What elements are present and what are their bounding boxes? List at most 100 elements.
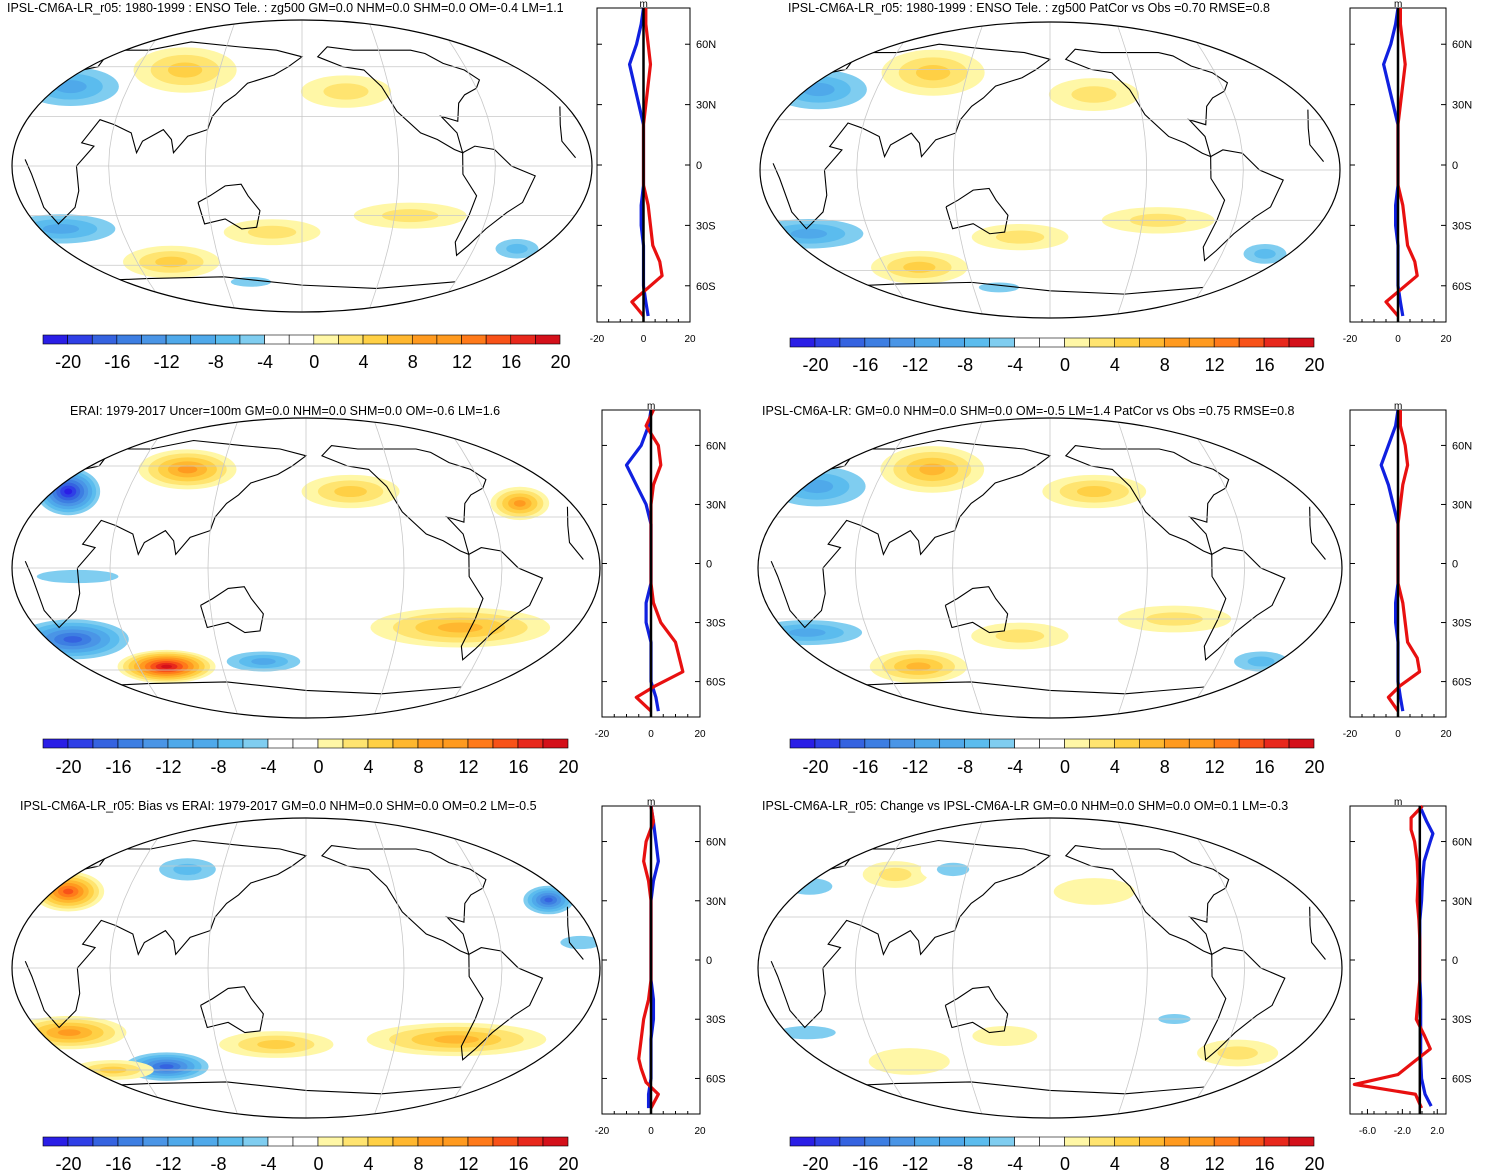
anomaly-patch xyxy=(1217,1046,1258,1060)
colorbar-label: -16 xyxy=(852,1154,878,1171)
colorbar-box xyxy=(1014,337,1040,348)
colorbar-box xyxy=(914,738,941,749)
value-label: -6.0 xyxy=(1359,1126,1377,1137)
colorbar-box xyxy=(42,738,69,749)
colorbar-box xyxy=(442,738,469,749)
anomaly-patch xyxy=(1071,86,1117,103)
coastline xyxy=(197,183,261,230)
coastline xyxy=(200,586,264,634)
obs-profile-line xyxy=(624,409,660,712)
panel-model-patcor: IPSL-CM6A-LR_r05: 1980-1999 : ENSO Tele.… xyxy=(746,0,1491,390)
colorbar-box xyxy=(167,1136,194,1147)
longitude-gridline xyxy=(207,418,241,718)
lat-label: 30S xyxy=(696,220,716,232)
anomaly-patch xyxy=(323,83,369,100)
model-profile-line xyxy=(630,8,664,317)
colorbar-box xyxy=(116,334,142,345)
longitude-gridline xyxy=(1180,22,1244,318)
panel-title: IPSL-CM6A-LR_r05: 1980-1999 : ENSO Tele.… xyxy=(788,1,1270,15)
colorbar-label: -8 xyxy=(957,757,973,777)
colorbar-box xyxy=(392,738,419,749)
value-label: 2.0 xyxy=(1430,1126,1444,1137)
colorbar-label: 16 xyxy=(1255,355,1275,375)
colorbar-label: 4 xyxy=(363,1154,373,1171)
colorbar-box xyxy=(789,738,816,749)
colorbar-box xyxy=(92,738,119,749)
colorbar-box xyxy=(535,334,561,345)
lat-label: 60N xyxy=(706,837,726,849)
colorbar-box xyxy=(192,1136,219,1147)
colorbar-label: -8 xyxy=(210,757,226,777)
colorbar-label: -12 xyxy=(155,1154,181,1171)
zonal-mean-profile: 60N 30N 0 30S 60S m -20 0 20 xyxy=(590,0,716,345)
colorbar: -20 -16 -12 -8 -4 0 4 8 12 16 20 xyxy=(789,738,1325,777)
obs-profile-line xyxy=(1418,805,1435,1107)
longitude-gridline xyxy=(1114,22,1148,318)
colorbar-box xyxy=(1288,1136,1315,1147)
anomaly-patch xyxy=(159,1064,174,1069)
colorbar-box xyxy=(492,1136,519,1147)
zonal-mean-profile: 60N 30N 0 30S 60S m -20 0 20 xyxy=(1343,0,1472,345)
anomaly-patch xyxy=(177,465,198,474)
colorbar-label: 8 xyxy=(413,757,423,777)
colorbar-box xyxy=(217,1136,244,1147)
colorbar-label: -20 xyxy=(55,1154,81,1171)
colorbar-box xyxy=(1288,738,1315,749)
coastline xyxy=(1064,48,1229,158)
coastline xyxy=(1203,947,1286,1061)
colorbar-label: 4 xyxy=(1110,757,1120,777)
colorbar-label: -4 xyxy=(260,1154,276,1171)
coastline xyxy=(1064,445,1230,556)
panel-model-mean: IPSL-CM6A-LR: GM=0.0 NHM=0.0 SHM=0.0 OM=… xyxy=(746,390,1491,780)
colorbar-box xyxy=(510,334,536,345)
colorbar-label: 12 xyxy=(458,1154,478,1171)
anomaly-patch xyxy=(995,230,1045,244)
anomaly-patch xyxy=(506,243,528,254)
lat-label: 60S xyxy=(1452,1073,1472,1085)
colorbar-label: 0 xyxy=(1060,757,1070,777)
coastline xyxy=(460,947,544,1061)
colorbar-box xyxy=(1163,337,1190,348)
colorbar-box xyxy=(342,1136,369,1147)
anomaly-patch xyxy=(919,463,946,476)
map-border xyxy=(757,817,1343,1119)
colorbar-box xyxy=(1114,1136,1140,1147)
colorbar-box xyxy=(342,738,369,749)
colorbar-box xyxy=(387,334,413,345)
colorbar-box xyxy=(839,1136,866,1147)
colorbar-label: 4 xyxy=(1110,355,1120,375)
anomaly-patch xyxy=(334,485,367,498)
colorbar-box xyxy=(1188,1136,1215,1147)
colorbar-label: -8 xyxy=(957,1154,973,1171)
colorbar-box xyxy=(91,334,118,345)
lat-label: 0 xyxy=(706,955,712,967)
colorbar-box xyxy=(442,1136,469,1147)
anomaly-patch xyxy=(251,658,276,665)
colorbar-box xyxy=(313,334,339,345)
colorbar-box xyxy=(1064,337,1090,348)
colorbar-box xyxy=(292,1136,319,1147)
anomaly-patch xyxy=(1076,485,1112,498)
colorbar-label: -4 xyxy=(1007,355,1023,375)
colorbar-label: 8 xyxy=(408,352,418,372)
longitude-gridline xyxy=(856,22,920,318)
colorbar: -20 -16 -12 -8 -4 0 4 8 12 16 20 xyxy=(42,334,571,372)
longitude-gridline xyxy=(432,20,496,312)
colorbar-label: -20 xyxy=(802,355,828,375)
coastline xyxy=(944,586,1009,634)
longitude-gridline xyxy=(1181,418,1246,718)
colorbar-label: 20 xyxy=(550,352,570,372)
colorbar-box xyxy=(1064,1136,1090,1147)
colorbar-box xyxy=(1064,738,1090,749)
lat-label: 60N xyxy=(1452,39,1472,51)
model-profile-line xyxy=(1384,8,1419,317)
coastline xyxy=(316,46,481,154)
longitude-gridline xyxy=(207,818,241,1118)
lat-label: 0 xyxy=(1452,559,1458,571)
colorbar-box xyxy=(989,738,1015,749)
longitude-gridline xyxy=(854,818,919,1118)
colorbar-label: 12 xyxy=(1205,1154,1225,1171)
colorbar-label: 16 xyxy=(1255,1154,1275,1171)
colorbar-box xyxy=(1263,1136,1290,1147)
longitude-gridline xyxy=(438,418,503,718)
